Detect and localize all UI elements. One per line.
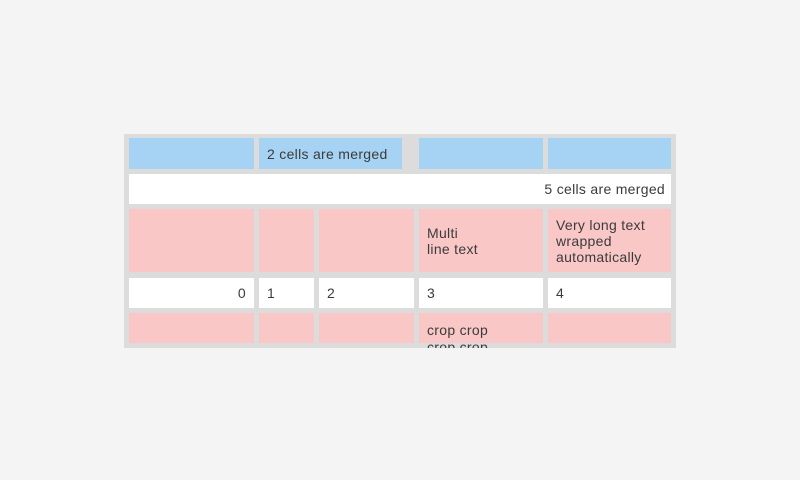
merged-cell-2cols[interactable]: 2 cells are merged <box>259 138 402 169</box>
cell-r5c3[interactable] <box>319 313 414 343</box>
table-widget: 2 cells are merged 5 cells are merged Mu… <box>124 134 676 348</box>
cell-r4c5[interactable]: 4 <box>548 278 671 308</box>
cell-r4c3[interactable]: 2 <box>319 278 414 308</box>
cell-r1c5[interactable] <box>548 138 671 169</box>
cell-r1c4[interactable] <box>419 138 543 169</box>
cell-r4c4[interactable]: 3 <box>419 278 543 308</box>
cropped-cell-text: crop crop crop crop <box>427 322 489 348</box>
merged-cell-5cols[interactable]: 5 cells are merged <box>129 174 671 204</box>
cell-r3c3[interactable] <box>319 209 414 272</box>
cell-r5c2[interactable] <box>259 313 314 343</box>
cell-r3c4-multiline[interactable]: Multi line text <box>419 209 543 272</box>
cell-r3c1[interactable] <box>129 209 254 272</box>
cell-r4c1[interactable]: 0 <box>129 278 254 308</box>
cell-r5c5[interactable] <box>548 313 671 343</box>
cell-r5c4-cropped[interactable]: crop crop crop crop <box>419 313 543 348</box>
cell-r3c2[interactable] <box>259 209 314 272</box>
cell-r1c1[interactable] <box>129 138 254 169</box>
cell-r4c2[interactable]: 1 <box>259 278 314 308</box>
cell-r5c1[interactable] <box>129 313 254 343</box>
cell-r3c5-wrapped[interactable]: Very long text wrapped automatically <box>548 209 671 272</box>
